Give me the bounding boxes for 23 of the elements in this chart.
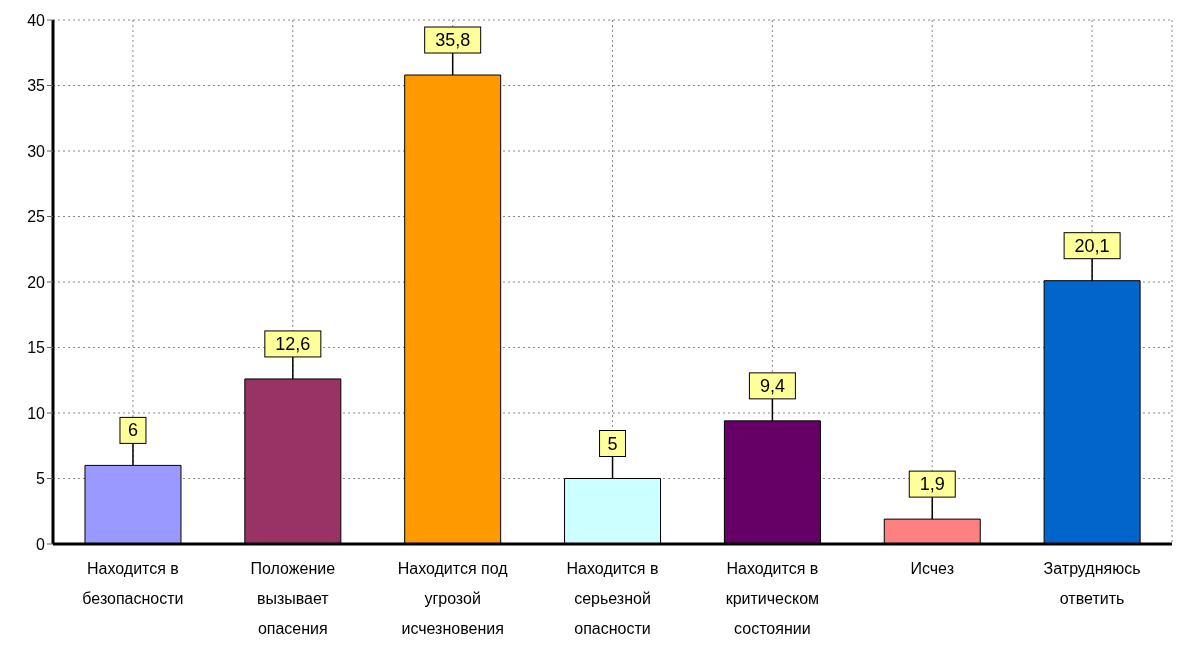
data-label: 35,8: [435, 30, 471, 51]
y-tick-label: 5: [36, 470, 46, 488]
data-label: 20,1: [1074, 235, 1110, 256]
x-tick-label: Находится в критическом состоянии: [725, 560, 820, 637]
x-tick-label: Находится в безопасности: [82, 560, 184, 607]
data-label: 5: [607, 433, 618, 454]
data-label: 9,4: [759, 375, 785, 396]
y-tick-label: 30: [27, 142, 46, 160]
data-label: 6: [127, 420, 138, 441]
y-tick-label: 10: [27, 404, 46, 422]
x-tick-label: Находится в серьезной опасности: [566, 560, 659, 637]
x-tick-label: Затрудняюсь ответить: [1043, 560, 1141, 607]
x-tick-label: Исчез: [910, 560, 954, 577]
data-label: 12,6: [275, 333, 311, 354]
y-tick-label: 20: [27, 273, 46, 291]
y-tick-label: 0: [36, 535, 46, 553]
y-tick-label: 40: [27, 11, 46, 29]
y-tick-label: 35: [27, 77, 46, 95]
x-tick-label: Находится под угрозой исчезновения: [397, 560, 509, 637]
data-label: 1,9: [919, 474, 945, 495]
x-tick-label: Положение вызывает опасения: [250, 560, 336, 637]
y-tick-label: 15: [27, 339, 46, 357]
y-tick-label: 25: [27, 208, 46, 226]
